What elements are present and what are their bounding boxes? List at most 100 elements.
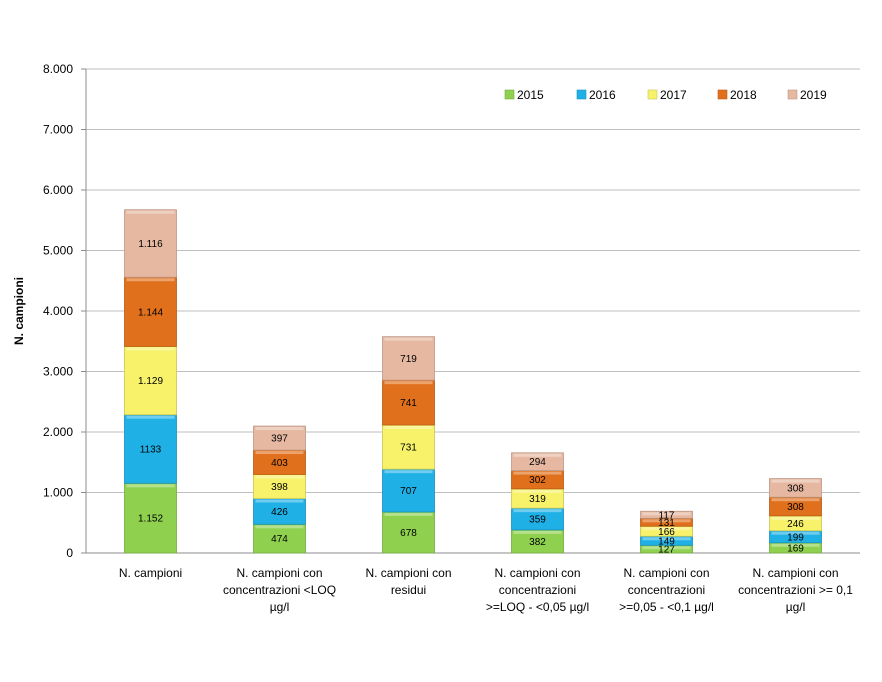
bar-highlight bbox=[384, 337, 433, 341]
x-tick-label: N. campioni con bbox=[365, 566, 451, 580]
x-tick-label: µg/l bbox=[786, 600, 806, 614]
bar-highlight bbox=[384, 381, 433, 385]
data-label: 707 bbox=[400, 486, 417, 497]
bar-segment-2017 bbox=[382, 424, 435, 470]
legend-swatch-2016 bbox=[576, 89, 587, 100]
bar-highlight bbox=[513, 509, 562, 513]
data-label: 1.144 bbox=[138, 307, 163, 318]
y-tick-label: 1.000 bbox=[43, 486, 73, 500]
bar-segment-2019 bbox=[769, 478, 822, 498]
data-label: 246 bbox=[787, 519, 804, 530]
data-label: 1.129 bbox=[138, 376, 163, 387]
x-tick-label: concentrazioni bbox=[628, 583, 705, 597]
data-label: 678 bbox=[400, 528, 417, 539]
legend-label: 2016 bbox=[589, 88, 616, 102]
bar-segment-2018 bbox=[124, 276, 177, 347]
bar-segment-2015 bbox=[253, 523, 306, 554]
bar-highlight bbox=[642, 537, 691, 541]
bar-highlight bbox=[255, 475, 304, 479]
x-tick-label: N. campioni con bbox=[494, 566, 580, 580]
legend-swatch-2017 bbox=[647, 89, 658, 100]
data-label: 1.152 bbox=[138, 514, 163, 525]
bar-segment-2015 bbox=[382, 511, 435, 554]
bar-segment-2017 bbox=[124, 346, 177, 416]
bar-highlight bbox=[513, 489, 562, 493]
legend-label: 2019 bbox=[800, 88, 827, 102]
y-axis-title: N. campioni bbox=[12, 277, 26, 345]
bar-segment-2017 bbox=[253, 474, 306, 499]
y-tick-label: 3.000 bbox=[43, 365, 73, 379]
data-label: 319 bbox=[529, 494, 546, 505]
bar-highlight bbox=[771, 516, 820, 520]
bar-highlight bbox=[642, 519, 691, 523]
y-tick-label: 5.000 bbox=[43, 244, 73, 258]
bar-segment-2016 bbox=[253, 498, 306, 525]
data-label: 166 bbox=[658, 527, 675, 538]
data-label: 127 bbox=[658, 545, 675, 556]
bar-highlight bbox=[771, 479, 820, 483]
bar-segment-2016 bbox=[382, 468, 435, 513]
legend-label: 2018 bbox=[730, 88, 757, 102]
data-label: 199 bbox=[787, 532, 804, 543]
x-tick-label: N. campioni con bbox=[623, 566, 709, 580]
data-label: 131 bbox=[658, 518, 675, 529]
bar-highlight bbox=[642, 546, 691, 550]
data-label: 1.116 bbox=[138, 239, 163, 250]
bar-highlight bbox=[126, 415, 175, 419]
bar-highlight bbox=[642, 512, 691, 516]
bar-highlight bbox=[771, 531, 820, 535]
bar-highlight bbox=[384, 425, 433, 429]
bar-highlight bbox=[126, 210, 175, 214]
data-label: 731 bbox=[400, 443, 417, 454]
x-tick-label: >=LOQ - <0,05 µg/l bbox=[486, 600, 589, 614]
data-label: 382 bbox=[529, 537, 546, 548]
data-label: 308 bbox=[787, 502, 804, 513]
bar-segment-2019 bbox=[382, 336, 435, 381]
bar-highlight bbox=[126, 484, 175, 488]
data-label: 302 bbox=[529, 475, 546, 486]
legend-swatch-2015 bbox=[504, 89, 515, 100]
legend-swatch-2019 bbox=[787, 89, 798, 100]
x-tick-label: concentrazioni bbox=[499, 583, 576, 597]
x-tick-label: N. campioni con bbox=[752, 566, 838, 580]
bar-highlight bbox=[771, 543, 820, 547]
bar-highlight bbox=[771, 498, 820, 502]
data-label: 397 bbox=[271, 434, 288, 445]
y-tick-label: 4.000 bbox=[43, 304, 73, 318]
bar-highlight bbox=[384, 512, 433, 516]
bar-highlight bbox=[384, 470, 433, 474]
bar-highlight bbox=[255, 525, 304, 529]
y-tick-label: 7.000 bbox=[43, 123, 73, 137]
bar-highlight bbox=[126, 278, 175, 282]
data-label: 398 bbox=[271, 482, 288, 493]
y-tick-label: 2.000 bbox=[43, 425, 73, 439]
x-tick-label: N. campioni bbox=[119, 566, 182, 580]
bar-highlight bbox=[126, 347, 175, 351]
data-label: 117 bbox=[659, 510, 675, 521]
x-tick-label: concentrazioni <LOQ bbox=[223, 583, 336, 597]
data-label: 719 bbox=[400, 354, 417, 365]
bar-highlight bbox=[255, 499, 304, 503]
data-label: 308 bbox=[787, 483, 804, 494]
y-tick-label: 6.000 bbox=[43, 183, 73, 197]
data-label: 359 bbox=[529, 515, 546, 526]
bar-segment-2019 bbox=[640, 510, 693, 519]
x-tick-label: N. campioni con bbox=[236, 566, 322, 580]
bar-highlight bbox=[255, 427, 304, 431]
data-label: 294 bbox=[529, 457, 546, 468]
y-tick-label: 8.000 bbox=[43, 62, 73, 76]
x-tick-label: residui bbox=[391, 583, 426, 597]
bar-highlight bbox=[513, 530, 562, 534]
data-label: 169 bbox=[787, 543, 804, 554]
data-label: 149 bbox=[658, 536, 675, 547]
data-label: 426 bbox=[271, 507, 288, 518]
bar-segment-2015 bbox=[124, 482, 177, 554]
legend-swatch-2018 bbox=[717, 89, 728, 100]
bar-segment-2019 bbox=[253, 425, 306, 451]
data-label: 1133 bbox=[140, 445, 162, 456]
y-tick-label: 0 bbox=[66, 546, 73, 560]
legend-label: 2015 bbox=[517, 88, 544, 102]
bar-segment-2019 bbox=[124, 209, 177, 278]
data-label: 474 bbox=[271, 534, 288, 545]
